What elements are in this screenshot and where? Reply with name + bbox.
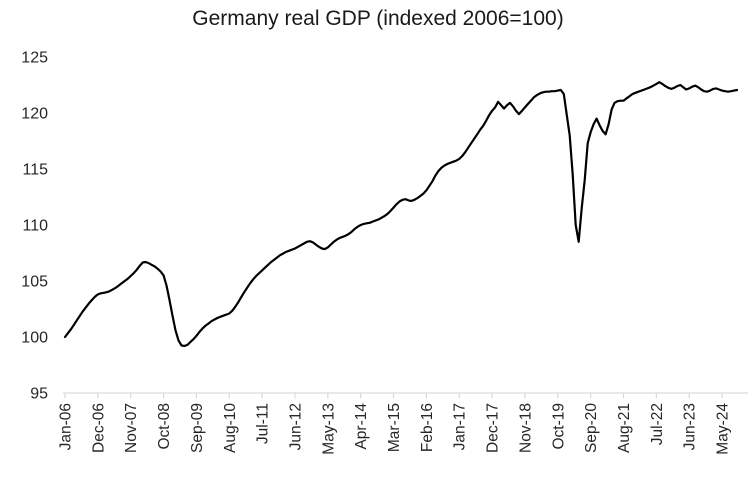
x-axis-tick-label: Aug-21 [616, 403, 633, 453]
x-axis-tick-label: Dec-17 [485, 403, 502, 453]
x-axis-tick-label: Dec-06 [90, 403, 107, 453]
y-axis-tick-label: 120 [21, 106, 48, 123]
x-axis-tick-label: Mar-15 [386, 403, 403, 452]
y-axis-tick-label: 115 [22, 162, 48, 179]
x-axis-tick-label: Nov-07 [123, 403, 140, 453]
x-axis-tick-label: Nov-18 [517, 403, 534, 453]
x-axis-tick-label: Oct-19 [550, 403, 567, 450]
chart-title: Germany real GDP (indexed 2006=100) [192, 7, 564, 30]
x-axis-tick-label: Jan-06 [58, 403, 75, 450]
x-axis-tick-label: Jan-17 [452, 403, 469, 450]
x-axis-tick-label: Feb-16 [419, 403, 436, 452]
y-axis-tick-label: 125 [21, 50, 48, 67]
x-axis-tick-label: Jul-11 [255, 403, 272, 444]
x-axis-tick-label: Sep-09 [189, 403, 206, 453]
x-axis-tick-label: Sep-20 [583, 403, 600, 453]
y-axis-tick-label: 110 [22, 218, 48, 235]
y-axis-tick-label: 95 [30, 386, 48, 403]
x-axis-tick-label: Apr-14 [353, 403, 370, 450]
x-axis-tick-label: Jun-12 [287, 403, 304, 450]
x-axis-tick-label: Jun-23 [682, 403, 699, 450]
y-axis-tick-label: 100 [21, 330, 48, 347]
y-axis-tick-label: 105 [21, 274, 48, 291]
x-axis-tick-label: Jul-22 [649, 403, 666, 445]
x-axis-tick-label: May-13 [320, 403, 337, 455]
x-axis-tick-label: Oct-08 [156, 403, 173, 450]
gdp-line-series [63, 81, 739, 348]
x-axis-tick-label: Aug-10 [222, 403, 239, 453]
x-axis-tick-label: May-24 [715, 403, 732, 455]
